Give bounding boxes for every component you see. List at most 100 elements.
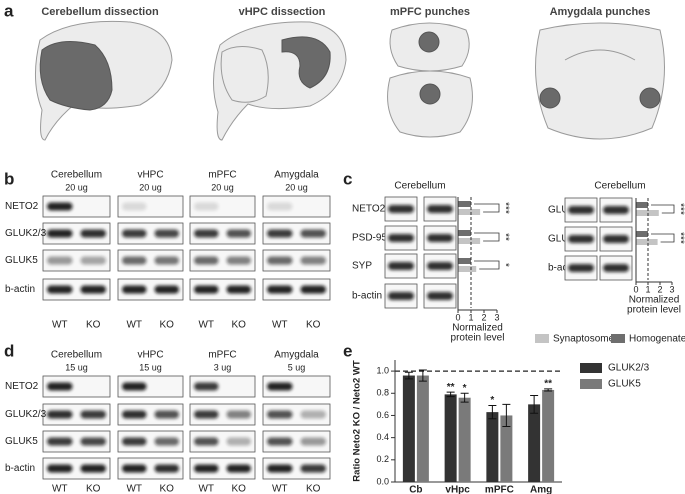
blot-band bbox=[47, 464, 73, 473]
blot-band bbox=[226, 464, 251, 473]
error-bar bbox=[530, 394, 539, 414]
blot-band bbox=[80, 285, 106, 294]
panel-letter: d bbox=[4, 341, 14, 360]
blot-band bbox=[388, 262, 414, 270]
blot-band bbox=[47, 285, 73, 294]
x-tick-label: Amg bbox=[530, 485, 552, 494]
blot-band bbox=[300, 410, 326, 419]
blot-band bbox=[122, 382, 147, 391]
region-amount: 20 ug bbox=[211, 182, 234, 192]
homogenate-bar bbox=[458, 201, 471, 207]
significance-stars: *** bbox=[499, 202, 510, 214]
synaptosome-bar bbox=[458, 209, 481, 215]
blot-frame bbox=[189, 375, 256, 398]
significance-bracket bbox=[651, 233, 675, 243]
y-tick-label: 1.0 bbox=[376, 365, 389, 375]
x-tick-label: 1 bbox=[645, 284, 650, 294]
row-label: NETO2 bbox=[5, 381, 39, 392]
subpanel-title: Cerebellum bbox=[594, 181, 645, 192]
blot-frame bbox=[42, 375, 111, 398]
blot-frame bbox=[42, 403, 111, 426]
region-amount: 15 ug bbox=[139, 362, 162, 372]
lane-label: WT bbox=[198, 484, 214, 494]
row-label: GLUK2/3 bbox=[5, 228, 47, 239]
blot-band bbox=[122, 229, 147, 238]
blot-band bbox=[47, 202, 73, 211]
row-label: PSD-95 bbox=[352, 233, 387, 244]
bar bbox=[542, 389, 555, 482]
blot-frame bbox=[189, 430, 256, 453]
x-tick-label: 0 bbox=[633, 284, 638, 294]
blot-band bbox=[47, 382, 73, 391]
x-axis-label: protein level bbox=[451, 333, 505, 344]
blot-band bbox=[603, 206, 629, 214]
blot-band bbox=[603, 235, 629, 243]
synaptosome-bar bbox=[636, 239, 658, 245]
blot-band bbox=[154, 410, 179, 419]
legend-label: GLUK5 bbox=[608, 379, 641, 390]
lane-label: WT bbox=[126, 320, 142, 331]
blot-band bbox=[194, 464, 219, 473]
blot-band bbox=[194, 437, 219, 446]
blot-frame bbox=[262, 278, 331, 301]
blot-frame bbox=[42, 222, 111, 245]
significance-stars: *** bbox=[674, 203, 685, 215]
blot-band bbox=[194, 202, 219, 211]
region-amount: 20 ug bbox=[139, 182, 162, 192]
section-title: vHPC dissection bbox=[239, 6, 326, 18]
blot-band bbox=[388, 234, 414, 242]
blot-frame bbox=[42, 195, 111, 218]
blot-band bbox=[47, 229, 73, 238]
lane-label: KO bbox=[306, 484, 321, 494]
x-tick-label: vHpc bbox=[445, 485, 470, 494]
significance-stars: ** bbox=[544, 378, 552, 389]
blot-band bbox=[267, 202, 293, 211]
section-title: Cerebellum dissection bbox=[41, 6, 159, 18]
row-label: b-actin bbox=[5, 463, 35, 474]
blot-frame bbox=[262, 249, 331, 272]
blot-frame bbox=[262, 375, 331, 398]
blot-band bbox=[267, 382, 293, 391]
blot-frame bbox=[262, 457, 331, 480]
error-bar bbox=[502, 403, 511, 428]
legend-label: GLUK2/3 bbox=[608, 363, 650, 374]
region-name: vHPC bbox=[137, 170, 163, 181]
significance-stars: ** bbox=[447, 382, 455, 393]
blot-band bbox=[154, 285, 179, 294]
region-name: Cerebellum bbox=[51, 350, 102, 361]
lane-label: WT bbox=[198, 320, 214, 331]
lane-label: WT bbox=[52, 484, 68, 494]
region-name: Amygdala bbox=[274, 350, 319, 361]
significance-bracket bbox=[474, 260, 500, 270]
blot-band bbox=[568, 264, 594, 272]
legend-swatch bbox=[535, 334, 549, 343]
blot-frame bbox=[42, 430, 111, 453]
blot-band bbox=[154, 437, 179, 446]
region-amount: 3 ug bbox=[214, 362, 232, 372]
bar bbox=[486, 412, 499, 482]
blot-band bbox=[427, 234, 453, 242]
row-label: NETO2 bbox=[5, 201, 39, 212]
x-axis-label: protein level bbox=[627, 305, 681, 316]
blot-frame bbox=[189, 222, 256, 245]
blot-frame bbox=[262, 195, 331, 218]
y-axis-label: Ratio Neto2 KO / Neto2 WT bbox=[352, 360, 363, 482]
x-tick-label: 3 bbox=[669, 284, 674, 294]
row-label: b-actin bbox=[5, 284, 35, 295]
blot-frame bbox=[262, 430, 331, 453]
row-label: b-actin bbox=[352, 291, 382, 302]
blot-band bbox=[226, 229, 251, 238]
panel-letter: e bbox=[343, 341, 352, 360]
legend-label: Synaptosomes bbox=[553, 334, 619, 345]
blot-frame bbox=[42, 249, 111, 272]
blot-band bbox=[122, 464, 147, 473]
homogenate-bar bbox=[458, 230, 471, 236]
region-name: mPFC bbox=[208, 350, 236, 361]
blot-band bbox=[226, 437, 251, 446]
bar bbox=[402, 375, 415, 482]
error-bar bbox=[488, 404, 497, 420]
blot-frame bbox=[117, 249, 184, 272]
lane-label: WT bbox=[52, 320, 68, 331]
row-label: b-actin bbox=[548, 263, 578, 274]
blot-band bbox=[388, 205, 414, 213]
